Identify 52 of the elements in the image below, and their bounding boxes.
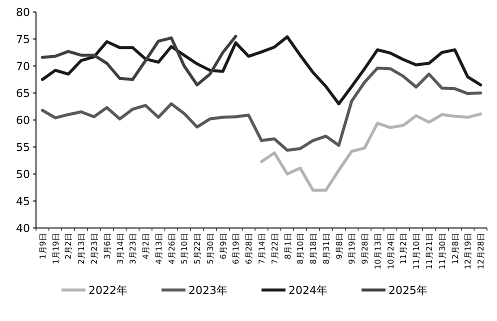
x-tick-label: 8月31日 bbox=[322, 233, 331, 264]
x-tick-label: 3月23日 bbox=[128, 233, 138, 264]
x-tick-label: 9月8日 bbox=[334, 233, 344, 260]
y-tick-label: 80 bbox=[16, 6, 30, 19]
x-tick-label: 2月13日 bbox=[77, 233, 86, 264]
x-tick-label: 11月21日 bbox=[425, 233, 434, 270]
x-tick-label: 4月2日 bbox=[142, 233, 151, 260]
x-tick-label: 9月28日 bbox=[360, 233, 370, 264]
line-series bbox=[40, 35, 482, 106]
x-tick-label: 8月18日 bbox=[309, 233, 318, 264]
x-tick-label: 11月10日 bbox=[412, 233, 422, 270]
y-tick-label: 55 bbox=[16, 141, 30, 154]
y-tick-label: 65 bbox=[16, 87, 30, 100]
x-tick-label: 9月19日 bbox=[348, 233, 357, 264]
line-series bbox=[40, 66, 482, 152]
x-tick-label: 12月8日 bbox=[450, 233, 460, 264]
x-tick-label: 6月9日 bbox=[218, 233, 228, 260]
x-tick-label: 6月19日 bbox=[232, 233, 241, 264]
y-tick-label: 60 bbox=[16, 114, 30, 127]
x-tick-label: 1月19日 bbox=[51, 233, 60, 264]
x-tick-label: 3月6日 bbox=[102, 233, 112, 260]
x-tick-label: 5月30日 bbox=[206, 233, 215, 264]
x-tick-label: 4月13日 bbox=[154, 233, 164, 264]
line-series bbox=[260, 112, 482, 192]
x-tick-label: 10月13日 bbox=[373, 233, 382, 270]
x-tick-label: 5月22日 bbox=[193, 233, 202, 264]
x-tick-label: 4月26日 bbox=[167, 233, 176, 264]
x-tick-label: 8月10日 bbox=[296, 233, 306, 264]
x-tick-label: 11月2日 bbox=[399, 233, 408, 264]
y-tick-label: 75 bbox=[16, 33, 30, 46]
x-tick-label: 7月22日 bbox=[270, 233, 280, 264]
x-tick-label: 8月1日 bbox=[283, 233, 292, 260]
x-tick-label: 6月28日 bbox=[244, 233, 254, 264]
x-tick-label: 12月19日 bbox=[464, 233, 473, 270]
legend-label: 2025年 bbox=[388, 284, 428, 297]
legend-label: 2023年 bbox=[188, 284, 228, 297]
y-tick-label: 40 bbox=[16, 222, 30, 235]
x-tick-label: 1月9日 bbox=[38, 233, 48, 260]
x-tick-label: 3月14日 bbox=[116, 233, 125, 264]
x-tick-label: 7月14日 bbox=[258, 233, 266, 264]
legend-label: 2022年 bbox=[88, 284, 128, 297]
x-tick-label: 2月23日 bbox=[90, 233, 99, 264]
x-tick-label: 5月10日 bbox=[180, 233, 190, 264]
x-tick-label: 11月30日 bbox=[438, 233, 447, 270]
y-tick-label: 45 bbox=[16, 195, 30, 208]
x-tick-label: 12月28日 bbox=[476, 233, 486, 270]
y-tick-label: 50 bbox=[16, 168, 30, 181]
x-tick-label: 10月24日 bbox=[386, 233, 396, 270]
y-tick-label: 70 bbox=[16, 60, 30, 73]
line-series bbox=[40, 34, 238, 86]
legend-label: 2024年 bbox=[288, 284, 328, 297]
x-tick-label: 2月2日 bbox=[64, 233, 74, 260]
